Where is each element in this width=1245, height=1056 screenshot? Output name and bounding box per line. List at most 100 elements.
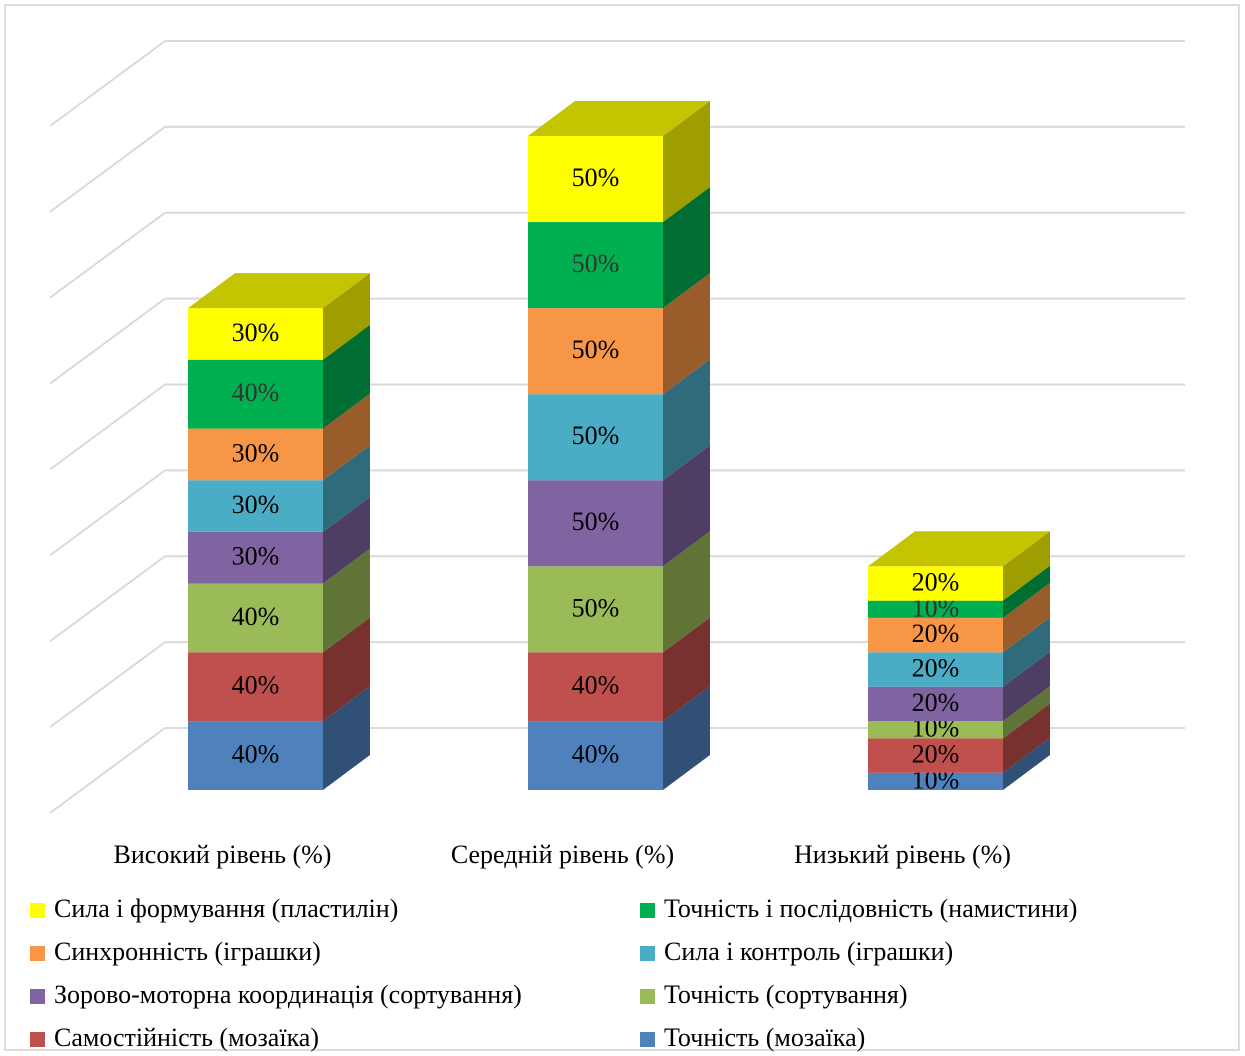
grid-line-side [49,297,166,385]
bar-segment [528,308,663,395]
x-tick-label: Середній рівень (%) [451,840,674,869]
legend-swatch [30,989,45,1004]
x-tick-label: Високий рівень (%) [114,840,332,869]
bar-side [663,101,710,223]
legend-swatch [30,946,45,961]
grid-line-side [49,40,166,127]
data-label: 50% [572,335,620,364]
legend-swatch [640,946,655,961]
legend-label: Сила і контроль (іграшки) [664,937,953,966]
bar-segment [868,617,1003,653]
bar-segment [528,566,663,653]
bar-segment [528,721,663,790]
bar-side [323,617,370,722]
grid-line-side [49,126,166,213]
grid-line-side [49,383,166,471]
bar-side [323,686,370,790]
bar-side [323,548,370,653]
bar-segment [868,600,1003,618]
bar-side [323,496,370,584]
legend-label: Зорово-моторна координація (сортування) [54,980,522,1009]
bar-side [1003,686,1050,739]
grid-line-side [49,211,166,299]
bar-side [663,686,710,790]
grid-line-side [49,469,166,557]
bar-segment [188,428,323,481]
data-label: 20% [912,740,960,769]
data-label: 50% [572,507,620,536]
grid-line-side [49,555,166,643]
legend-swatch [30,903,45,918]
bar-side [1003,565,1050,618]
legend-swatch [640,903,655,918]
bar-segment [868,721,1003,739]
legend-label: Точність і послідовність (намистини) [664,894,1077,923]
data-label: 40% [232,671,280,700]
data-label: 20% [912,619,960,648]
data-label: 50% [572,163,620,192]
grid-line-side [49,727,166,814]
legend-label: Синхронність (іграшки) [54,937,321,966]
bar-segment [528,480,663,567]
data-label: 40% [572,671,620,700]
bar-segment [188,583,323,653]
bar-segment [868,738,1003,773]
bar-segment [868,652,1003,687]
bar-top [528,101,710,136]
legend-label: Сила і формування (пластилін) [54,894,398,923]
bar-side [323,393,370,481]
bar-side [663,617,710,722]
bar-side [1003,737,1050,790]
bar-segment [528,136,663,223]
legend-swatch [640,989,655,1004]
data-label: 40% [232,602,280,631]
bar-segment [868,772,1003,790]
bar-side [1003,582,1050,653]
bar-segment [868,686,1003,722]
data-label: 20% [912,653,960,682]
bar-segment [528,222,663,309]
data-label: 30% [232,490,280,519]
bar-side [663,531,710,653]
legend-label: Самостійність (мозаїка) [54,1023,319,1052]
data-label: 20% [912,688,960,717]
bar-side [1003,703,1050,773]
bar-segment [528,394,663,481]
bar-top [868,531,1050,567]
bar-side [323,445,370,532]
bar-segment [188,308,323,360]
bar-segment [188,480,323,532]
grid-line-side [49,641,166,728]
data-label: 50% [572,593,620,622]
data-label: 20% [912,567,960,596]
bar-side [1003,651,1050,722]
data-label: 40% [232,740,280,769]
bar-segment [188,531,323,584]
data-label: 30% [232,318,280,347]
bar-side [323,273,370,360]
bar-top [188,273,370,309]
legend-label: Точність (мозаїка) [664,1023,865,1052]
bar-side [1003,531,1050,601]
bar-segment [188,721,323,790]
legend-label: Точність (сортування) [664,980,908,1009]
x-tick-label: Низький рівень (%) [794,840,1011,869]
bar-side [663,187,710,309]
bar-segment [528,652,663,722]
bar-side [663,273,710,395]
data-label: 30% [232,438,280,467]
bar-side [323,324,370,429]
legend-swatch [30,1032,45,1047]
data-label: 30% [232,542,280,571]
bar-side [1003,617,1050,687]
bar-segment [188,652,323,722]
data-label: 40% [232,378,280,407]
legend-swatch [640,1032,655,1047]
data-label: 50% [572,421,620,450]
bar-side [663,359,710,481]
bar-segment [868,566,1003,601]
bar-segment [188,359,323,429]
data-label: 40% [572,740,620,769]
data-label: 50% [572,249,620,278]
